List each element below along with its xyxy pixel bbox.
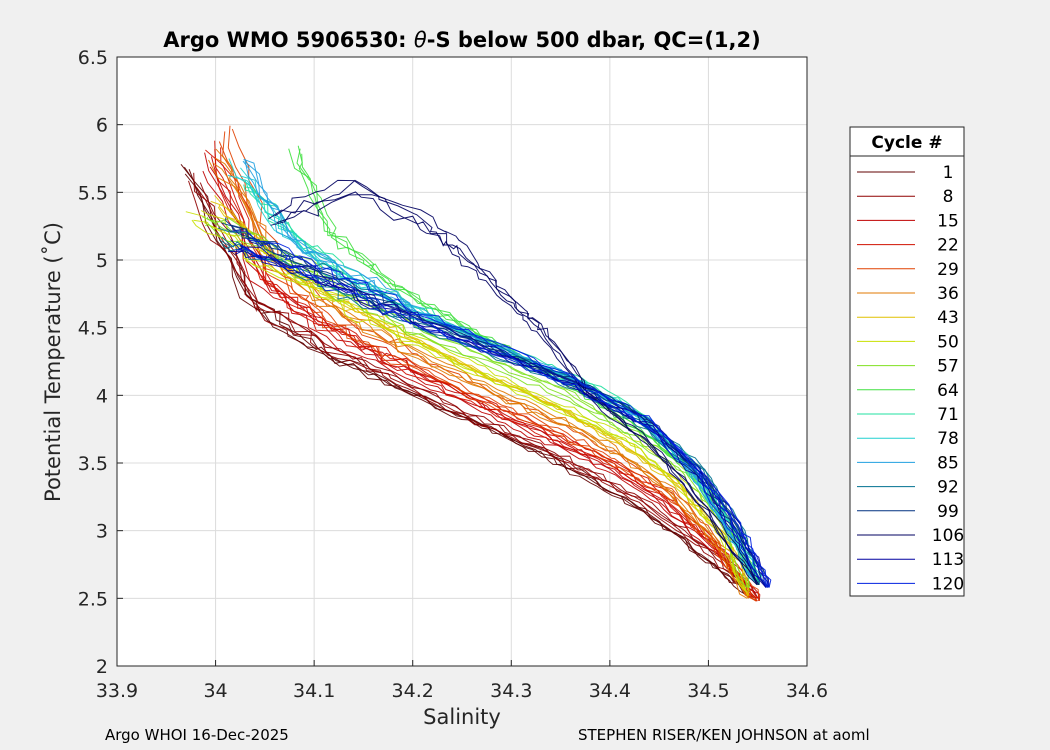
legend-label-50: 50 (937, 332, 959, 352)
legend-label-22: 22 (937, 236, 959, 256)
legend-label-8: 8 (943, 187, 954, 207)
y-tick-label: 3.5 (78, 453, 108, 475)
series-line-120 (232, 230, 769, 588)
legend-box (849, 126, 965, 597)
y-tick-label: 5.5 (78, 182, 108, 204)
axis-ticks: 33.9 34 34.1 34.2 34.3 34.4 34.5 34.6 2 2.5 3 3.5 4 4… (78, 47, 828, 702)
x-tick-label: 34.3 (490, 680, 532, 702)
legend-label-1: 1 (943, 163, 954, 183)
series-line-99 (226, 228, 769, 588)
legend-title: Cycle # (871, 133, 942, 153)
series-line-36 (212, 162, 749, 599)
y-tick-label: 6.5 (78, 47, 108, 69)
x-tick-label: 34.5 (687, 680, 729, 702)
series-line-1 (183, 166, 750, 596)
y-tick-label: 2.5 (78, 588, 108, 610)
series-line-113 (235, 249, 769, 588)
footer-left: Argo WHOI 16-Dec-2025 (105, 726, 289, 744)
series-line-8 (195, 186, 759, 599)
series-line-29 (218, 141, 757, 602)
y-tick-label: 3 (96, 521, 108, 543)
y-tick-label: 6 (96, 115, 108, 137)
legend-label-43: 43 (937, 308, 959, 328)
series-line-92 (221, 236, 760, 585)
x-tick-label: 34.2 (392, 680, 434, 702)
legend-label-57: 57 (937, 357, 959, 377)
legend-label-15: 15 (937, 211, 959, 231)
series-line-29 (222, 131, 757, 602)
legend-label-113: 113 (932, 550, 964, 570)
plot-frame (116, 56, 808, 667)
series-line-50 (193, 219, 748, 592)
legend-label-78: 78 (937, 429, 959, 449)
series-line-57 (206, 216, 748, 588)
series-line-36 (208, 159, 748, 599)
y-tick-label: 5 (96, 250, 108, 272)
legend-label-106: 106 (932, 526, 964, 546)
footer-right: STEPHEN RISER/KEN JOHNSON at aoml (578, 726, 870, 744)
y-axis-label: Potential Temperature (˚C) (41, 222, 65, 502)
series-line-120 (245, 236, 770, 588)
legend-label-85: 85 (937, 453, 959, 473)
y-tick-label: 4 (96, 385, 108, 407)
x-tick-label: 34.1 (293, 680, 335, 702)
y-tick-label: 4.5 (78, 318, 108, 340)
y-tick-label: 2 (96, 656, 108, 678)
series-line-57 (205, 223, 748, 588)
series-line-22 (205, 149, 757, 599)
x-tick-label: 34 (203, 680, 227, 702)
legend-label-29: 29 (937, 260, 959, 280)
legend-label-64: 64 (937, 381, 959, 401)
series-line-106 (270, 191, 758, 586)
series-line-85 (244, 159, 758, 583)
series-line-36 (215, 148, 750, 599)
x-tick-label: 33.9 (96, 680, 138, 702)
series-line-85 (242, 160, 757, 583)
legend: Cycle # 18152229364350576471788592991061… (849, 126, 965, 597)
legend-label-120: 120 (932, 574, 964, 594)
x-tick-label: 34.4 (589, 680, 631, 702)
series-line-120 (241, 244, 772, 588)
series-line-106 (268, 179, 758, 586)
series-line-15 (204, 152, 758, 602)
legend-label-92: 92 (937, 478, 959, 498)
legend-label-71: 71 (937, 405, 959, 425)
data-lines (180, 125, 772, 602)
x-tick-label: 34.6 (786, 680, 828, 702)
series-line-50 (185, 211, 747, 592)
chart-title: Argo WMO 5906530: θ-S below 500 dbar, QC… (163, 28, 760, 52)
series-line-120 (235, 247, 768, 588)
legend-items: 1 8 15 22 29 36 43 50 57 64 71 78 85 92 99 106 113 120 (857, 163, 964, 594)
legend-label-99: 99 (937, 502, 959, 522)
series-line-8 (193, 172, 757, 599)
x-axis-label: Salinity (423, 705, 501, 729)
series-line-106 (274, 179, 758, 586)
legend-label-36: 36 (937, 284, 959, 304)
